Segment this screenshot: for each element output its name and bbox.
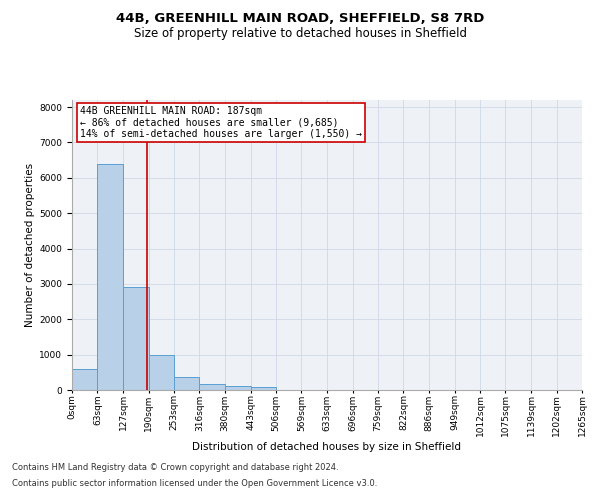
Bar xyxy=(199,384,225,390)
Bar xyxy=(72,369,97,390)
Bar xyxy=(225,386,251,390)
Bar xyxy=(251,387,276,390)
Text: Size of property relative to detached houses in Sheffield: Size of property relative to detached ho… xyxy=(133,28,467,40)
Bar xyxy=(149,354,174,390)
X-axis label: Distribution of detached houses by size in Sheffield: Distribution of detached houses by size … xyxy=(193,442,461,452)
Bar xyxy=(174,376,199,390)
Text: 44B, GREENHILL MAIN ROAD, SHEFFIELD, S8 7RD: 44B, GREENHILL MAIN ROAD, SHEFFIELD, S8 … xyxy=(116,12,484,26)
Text: Contains HM Land Registry data © Crown copyright and database right 2024.: Contains HM Land Registry data © Crown c… xyxy=(12,464,338,472)
Y-axis label: Number of detached properties: Number of detached properties xyxy=(25,163,35,327)
Bar xyxy=(123,288,149,390)
Text: Contains public sector information licensed under the Open Government Licence v3: Contains public sector information licen… xyxy=(12,478,377,488)
Bar xyxy=(97,164,123,390)
Text: 44B GREENHILL MAIN ROAD: 187sqm
← 86% of detached houses are smaller (9,685)
14%: 44B GREENHILL MAIN ROAD: 187sqm ← 86% of… xyxy=(80,106,362,139)
